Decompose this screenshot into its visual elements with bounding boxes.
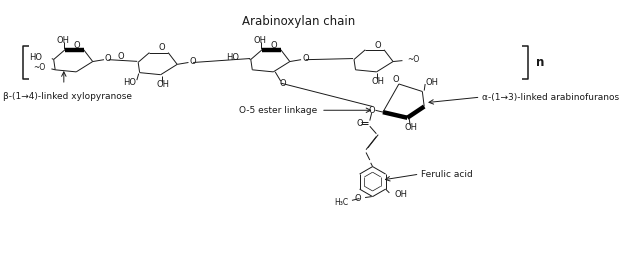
Text: O: O xyxy=(355,194,361,203)
Text: OH: OH xyxy=(404,123,417,132)
Text: OH: OH xyxy=(254,36,266,45)
Text: ~O: ~O xyxy=(407,55,419,64)
Text: O: O xyxy=(374,41,381,49)
Text: O: O xyxy=(158,44,165,52)
Text: O: O xyxy=(368,106,375,115)
Text: ~O: ~O xyxy=(34,63,46,73)
Text: HO: HO xyxy=(29,53,42,62)
Text: O: O xyxy=(74,41,81,49)
Text: O-5 ester linkage: O-5 ester linkage xyxy=(239,106,317,115)
Text: O: O xyxy=(271,41,277,49)
Text: n: n xyxy=(536,56,545,69)
Text: Ferulic acid: Ferulic acid xyxy=(421,170,473,178)
Text: HO: HO xyxy=(123,77,136,87)
Text: O: O xyxy=(118,52,125,61)
Text: β-(1→4)-linked xylopyranose: β-(1→4)-linked xylopyranose xyxy=(3,92,132,102)
Text: α-(1→3)-linked arabinofuranos: α-(1→3)-linked arabinofuranos xyxy=(482,93,620,102)
Text: H₃C: H₃C xyxy=(334,198,348,207)
Text: HO: HO xyxy=(226,53,240,62)
Text: OH: OH xyxy=(372,77,385,86)
Text: OH: OH xyxy=(156,80,169,89)
Text: Arabinoxylan chain: Arabinoxylan chain xyxy=(242,15,355,27)
Text: OH: OH xyxy=(395,190,408,199)
Text: OH: OH xyxy=(425,78,438,87)
Text: OH: OH xyxy=(57,36,70,45)
Text: O: O xyxy=(105,54,112,63)
Text: O: O xyxy=(356,119,363,128)
Text: O: O xyxy=(279,79,286,88)
Text: O: O xyxy=(189,57,196,66)
Text: O: O xyxy=(393,75,399,84)
Text: O: O xyxy=(302,54,309,63)
